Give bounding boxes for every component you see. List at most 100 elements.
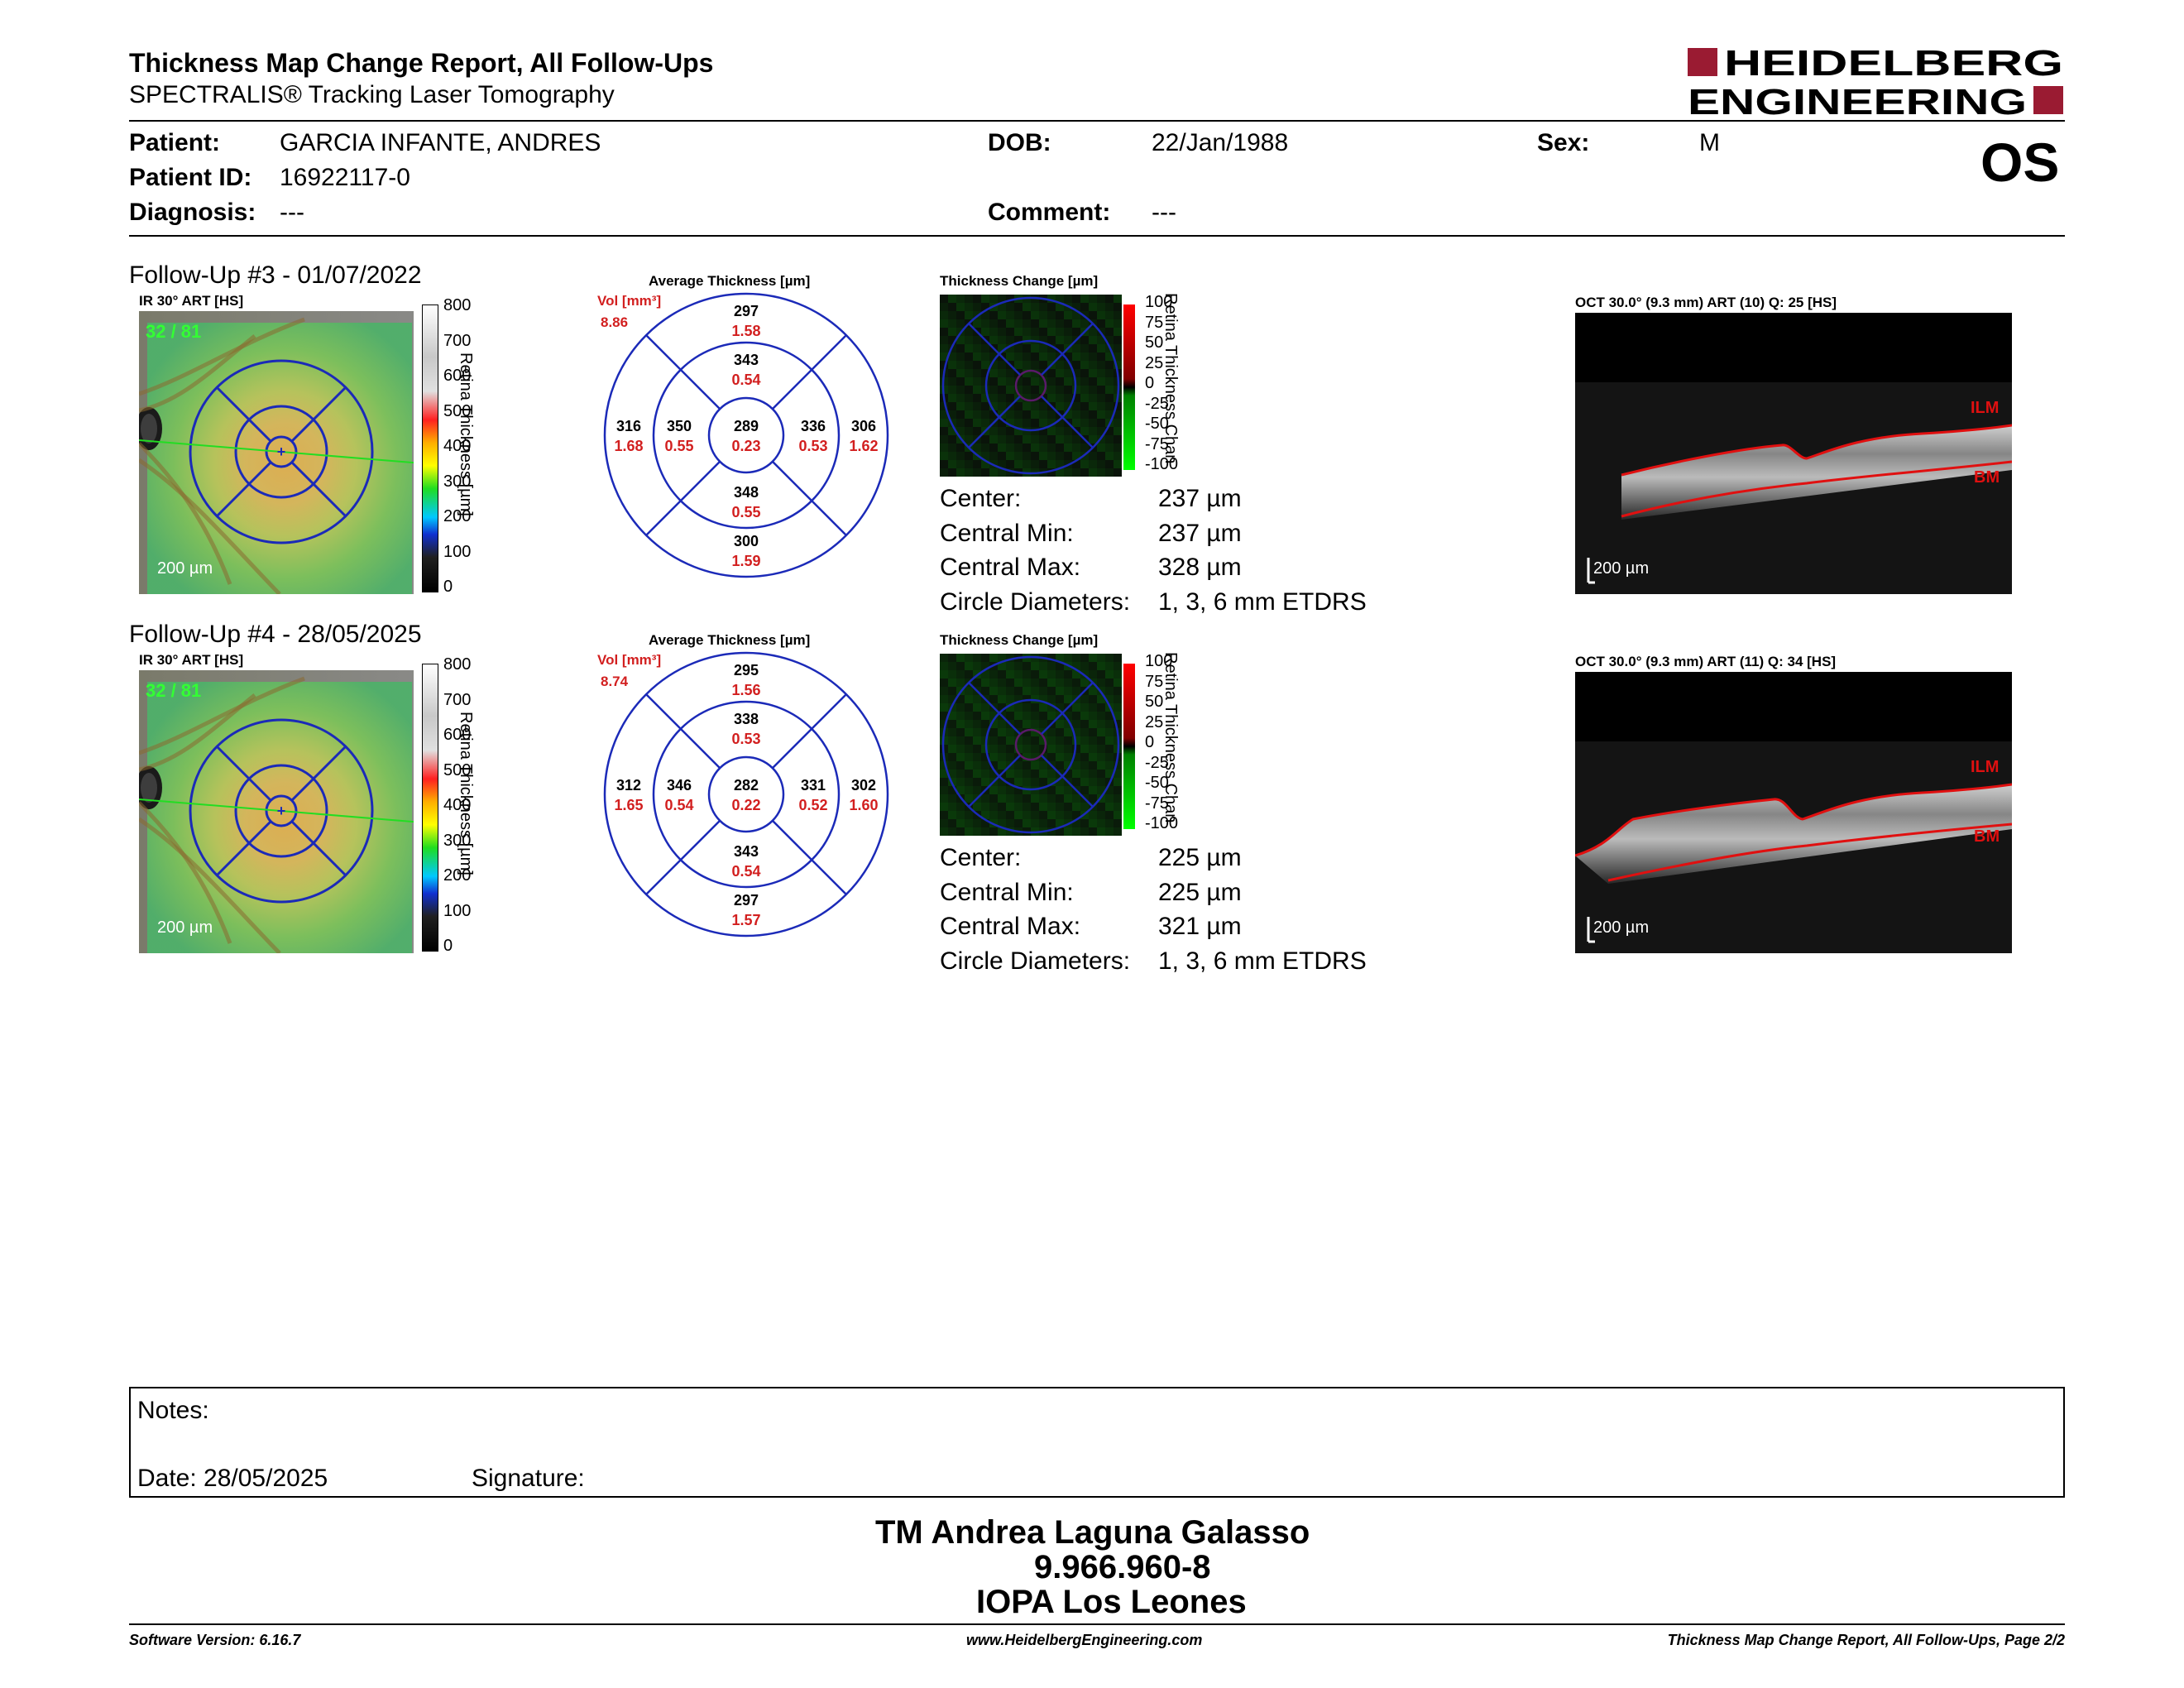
avg-thickness-title: Average Thickness [µm] <box>649 632 811 648</box>
sector-thickness-outer-left: 316 <box>616 418 641 434</box>
measure-value: 321 µm <box>1158 913 1242 940</box>
etdrs-grid: 289 0.23 343 0.54 348 0.55 350 0.55 336 0.53 297 1.… <box>602 291 890 579</box>
ilm-label: ILM <box>1971 399 2000 417</box>
colorbar-tick: 300 <box>443 831 472 850</box>
measure-value: 1, 3, 6 mm ETDRS <box>1158 947 1367 975</box>
colorbar-tick: 100 <box>443 901 472 920</box>
sector-volume-inner-bottom: 0.55 <box>731 504 760 520</box>
sector-volume-inner-bottom: 0.54 <box>731 863 760 880</box>
ir-overlay-text: 32 / 81 <box>146 680 202 701</box>
change-map-title: Thickness Change [µm] <box>940 273 1099 289</box>
sector-thickness-inner-left: 346 <box>667 777 692 794</box>
volume-value: 8.86 <box>601 314 629 330</box>
comment-label: Comment: <box>988 199 1111 226</box>
colorbar-tick: 600 <box>443 726 472 744</box>
change-colorbar <box>1123 305 1135 470</box>
patient-name: GARCIA INFANTE, ANDRES <box>280 129 601 156</box>
volume-label: Vol [mm³] <box>597 293 662 309</box>
sector-volume-inner-right: 0.53 <box>798 438 827 454</box>
header-divider <box>129 120 2065 122</box>
change-colorbar-tick: 100 <box>1145 652 1173 670</box>
colorbar-tick: 500 <box>443 760 472 779</box>
sector-volume-outer-right: 1.60 <box>849 797 878 813</box>
colorbar-axis-label: Retina Thickness [µm] <box>457 352 475 516</box>
eye-label: OS <box>1980 132 2060 193</box>
colorbar-tick: 400 <box>443 437 472 455</box>
change-colorbar-tick: -50 <box>1145 774 1169 792</box>
sector-volume-outer-top: 1.56 <box>731 682 760 698</box>
patient-label: Patient: <box>129 129 221 156</box>
measure-label: Circle Diameters: <box>940 947 1131 975</box>
colorbar-axis-label: Retina Thickness [µm] <box>457 712 475 875</box>
ir-overlay-text: 32 / 81 <box>146 321 202 342</box>
sex-label: Sex: <box>1537 129 1590 156</box>
change-axis-label: Retina Thickness Chan <box>1161 293 1180 464</box>
sector-volume-outer-right: 1.62 <box>849 438 878 454</box>
oct-scale-text: 200 µm <box>1593 559 1650 578</box>
colorbar-tick: 100 <box>443 542 472 561</box>
sector-thickness-inner-bottom: 343 <box>734 843 759 860</box>
website-link[interactable]: www.HeidelbergEngineering.com <box>966 1632 1203 1648</box>
sector-thickness-center: 289 <box>734 418 759 434</box>
sector-volume-outer-bottom: 1.59 <box>731 553 760 569</box>
change-colorbar-tick: -100 <box>1145 814 1179 832</box>
change-colorbar-tick: 75 <box>1145 672 1164 691</box>
signer-institution: IOPA Los Leones <box>976 1584 1247 1620</box>
sector-volume-outer-bottom: 1.57 <box>731 912 760 928</box>
comment-value: --- <box>1152 199 1176 226</box>
sector-thickness-inner-left: 350 <box>667 418 692 434</box>
thickness-colorbar <box>422 305 438 592</box>
change-colorbar-tick: 25 <box>1145 353 1164 372</box>
sex-value: M <box>1699 129 1720 156</box>
change-colorbar-tick: -75 <box>1145 434 1169 453</box>
report-subtitle: SPECTRALIS® Tracking Laser Tomography <box>129 81 615 108</box>
measure-value: 225 µm <box>1158 844 1242 871</box>
measure-value: 237 µm <box>1158 519 1242 547</box>
measure-value: 225 µm <box>1158 878 1242 906</box>
colorbar-tick: 200 <box>443 507 472 525</box>
bm-label: BM <box>1974 468 2000 487</box>
avg-thickness-title: Average Thickness [µm] <box>649 273 811 289</box>
change-colorbar-tick: 75 <box>1145 313 1164 332</box>
measure-label: Center: <box>940 485 1022 512</box>
change-colorbar-tick: 0 <box>1145 733 1155 751</box>
colorbar-tick: 0 <box>443 937 453 955</box>
sector-volume-outer-top: 1.58 <box>731 323 760 339</box>
sector-volume-inner-top: 0.54 <box>731 372 760 388</box>
change-colorbar-tick: -75 <box>1145 794 1169 813</box>
change-colorbar-tick: 50 <box>1145 333 1164 352</box>
colorbar-tick: 600 <box>443 367 472 385</box>
signer-name: TM Andrea Laguna Galasso <box>875 1514 1310 1551</box>
colorbar-tick: 700 <box>443 331 472 350</box>
patient-id-label: Patient ID: <box>129 164 252 191</box>
measure-label: Central Min: <box>940 878 1074 906</box>
oct-scan-label: OCT 30.0° (9.3 mm) ART (10) Q: 25 [HS] <box>1575 295 1837 310</box>
ir-thickness-map: + <box>136 311 423 596</box>
measure-label: Central Max: <box>940 554 1081 581</box>
sector-volume-center: 0.22 <box>731 797 760 813</box>
oct-scale-text: 200 µm <box>1593 918 1650 937</box>
change-colorbar <box>1123 664 1135 829</box>
change-colorbar-tick: -25 <box>1145 753 1169 772</box>
sector-thickness-outer-right: 306 <box>851 418 876 434</box>
change-colorbar-tick: -50 <box>1145 415 1169 433</box>
report-title: Thickness Map Change Report, All Follow-… <box>129 48 714 78</box>
sector-volume-inner-right: 0.52 <box>798 797 827 813</box>
sector-volume-outer-left: 1.65 <box>614 797 643 813</box>
change-axis-label: Retina Thickness Chan <box>1161 652 1180 823</box>
sector-thickness-outer-bottom: 297 <box>734 892 759 909</box>
ir-image-label: IR 30° ART [HS] <box>139 652 244 668</box>
sector-thickness-outer-top: 295 <box>734 662 759 679</box>
oct-bscan-image <box>1575 313 2013 594</box>
thickness-change-map <box>940 654 1122 836</box>
dob-label: DOB: <box>988 129 1051 156</box>
ir-scale-text: 200 µm <box>157 918 213 937</box>
notes-box[interactable]: Notes: Date: 28/05/2025 Signature: <box>129 1387 2065 1498</box>
notes-label: Notes: <box>137 1397 209 1424</box>
change-map-title: Thickness Change [µm] <box>940 632 1099 648</box>
patient-divider <box>129 235 2065 237</box>
sector-thickness-inner-right: 336 <box>801 418 826 434</box>
oct-scan-label: OCT 30.0° (9.3 mm) ART (11) Q: 34 [HS] <box>1575 654 1837 669</box>
colorbar-tick: 200 <box>443 866 472 885</box>
measure-value: 1, 3, 6 mm ETDRS <box>1158 587 1367 616</box>
